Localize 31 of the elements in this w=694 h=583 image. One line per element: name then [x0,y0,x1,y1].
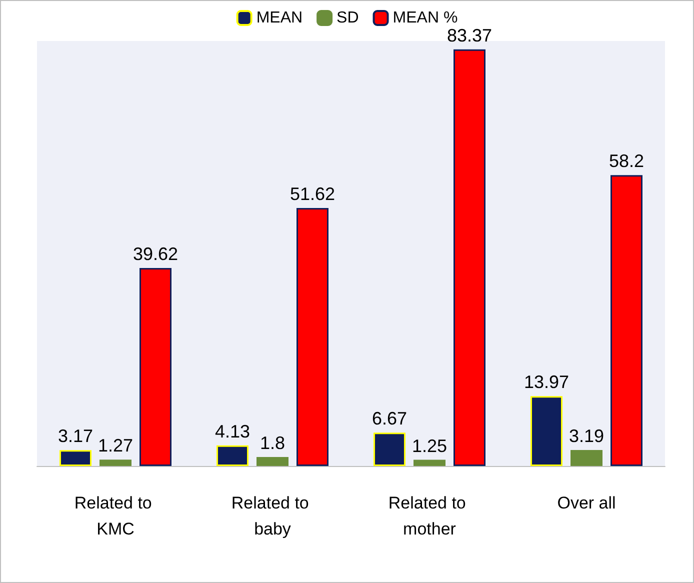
data-label: 39.62 [132,244,178,264]
bar [60,450,92,466]
data-label: 13.97 [524,372,570,392]
x-tick-label: Related to mother [388,494,471,538]
data-label: 1.25 [412,436,448,456]
bar [414,460,446,466]
x-tick-label: Related to baby [231,494,314,538]
data-label: 83.37 [446,25,492,46]
bar [296,208,328,466]
data-label: 1.8 [260,433,286,454]
bar [256,457,288,466]
x-tick-label: Over all [557,494,616,512]
data-label: 58.2 [608,151,644,172]
bar [140,268,172,466]
legend-label: MEAN % [392,10,458,26]
data-label: 1.27 [98,436,134,456]
bar [530,396,562,466]
data-label: 3.19 [568,426,604,446]
bar [374,432,406,466]
x-tick-label: Related to KMC [74,494,157,538]
data-label: 3.17 [58,426,94,446]
legend-label: MEAN [256,10,303,26]
data-label: 4.13 [214,421,250,442]
legend-label: SD [336,10,359,26]
bar [216,445,248,466]
bar [454,49,486,466]
bar [100,460,132,466]
bar [570,450,602,466]
data-label: 51.62 [290,184,336,204]
data-label: 6.67 [372,408,408,429]
bar [610,175,642,466]
